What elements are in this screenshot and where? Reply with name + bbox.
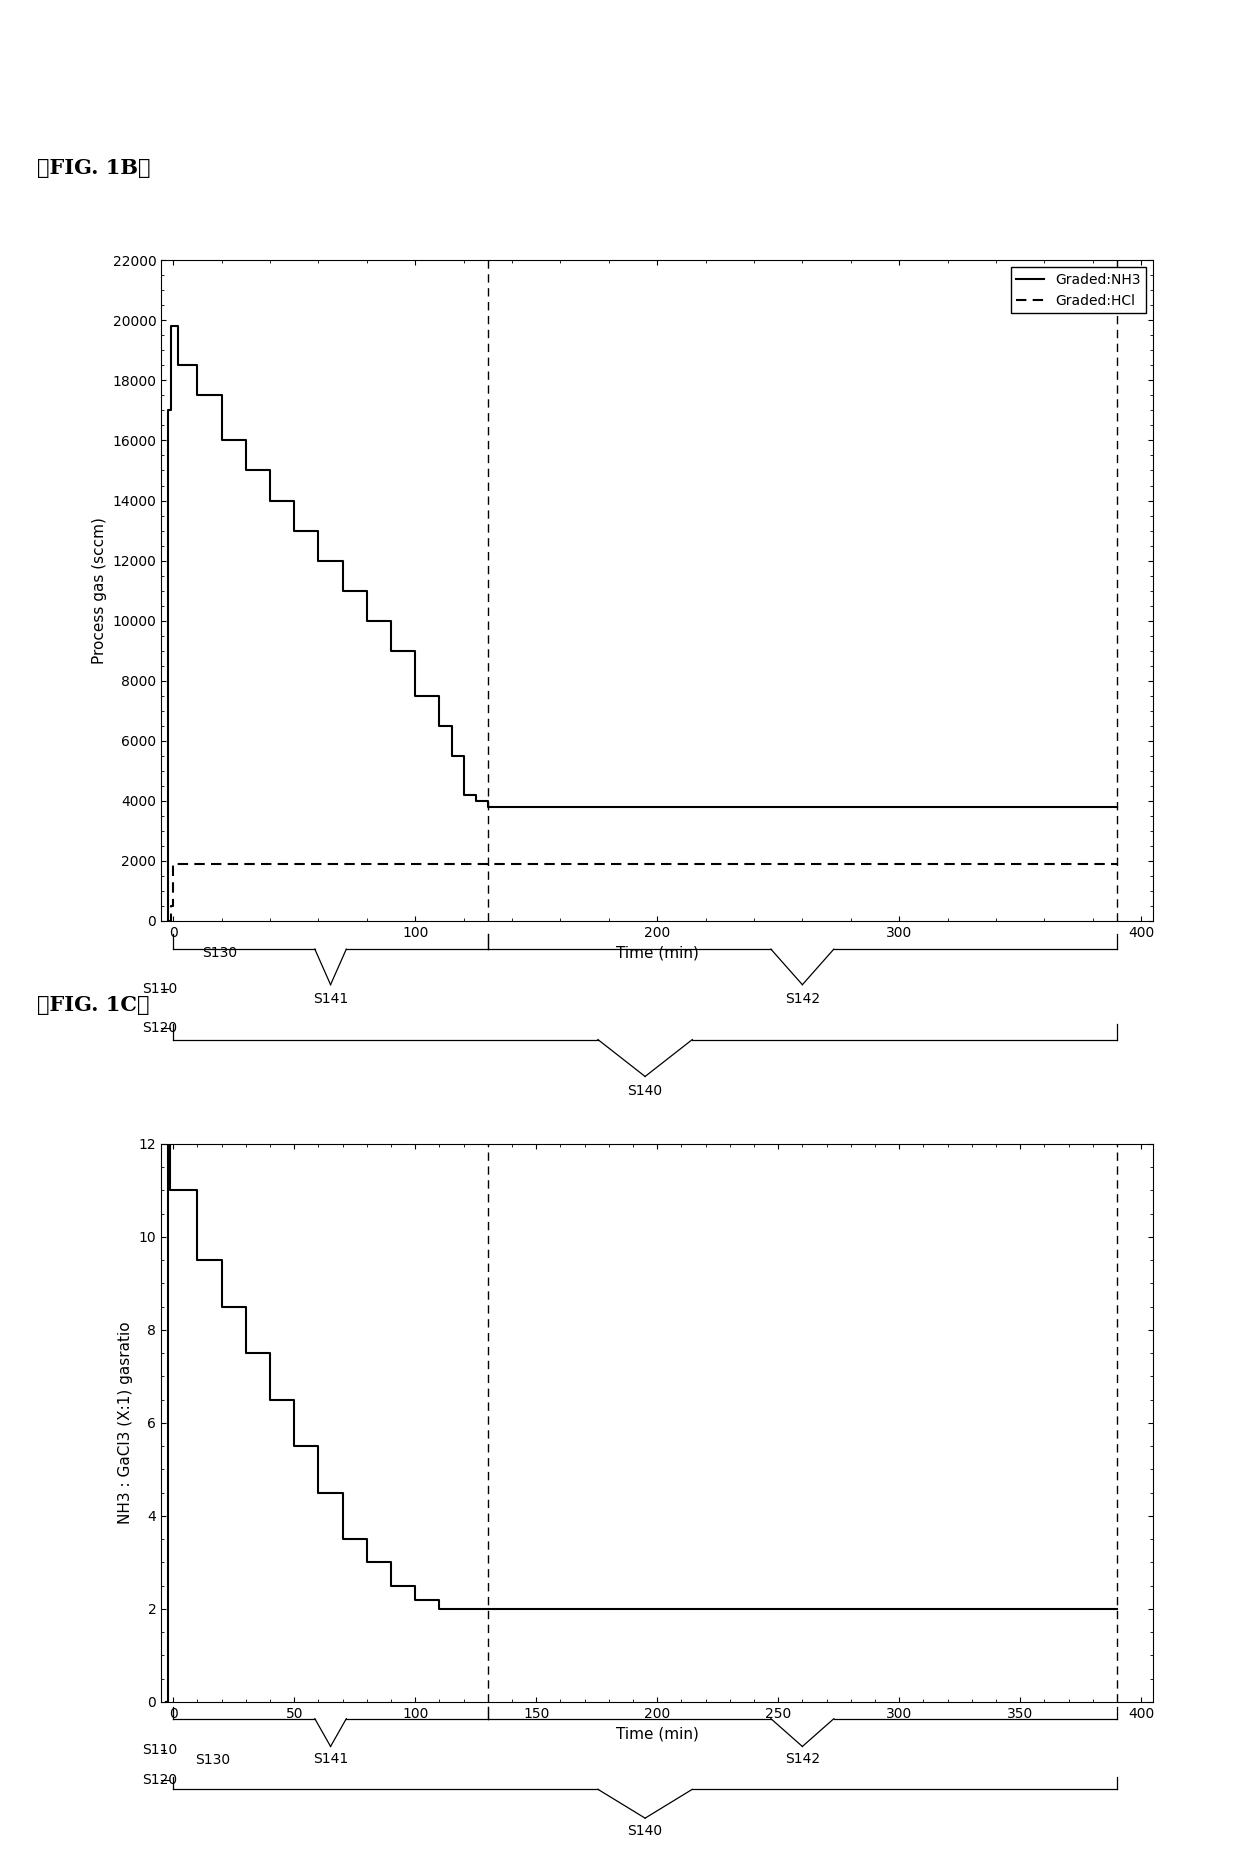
- Text: S142: S142: [785, 1752, 820, 1767]
- Y-axis label: NH3 : GaCl3 (X:1) gasratio: NH3 : GaCl3 (X:1) gasratio: [118, 1322, 133, 1523]
- Text: S120: S120: [141, 1021, 177, 1034]
- Legend: Graded:NH3, Graded:HCl: Graded:NH3, Graded:HCl: [1011, 268, 1146, 312]
- Text: S120: S120: [141, 1773, 177, 1787]
- Text: S110: S110: [141, 1743, 177, 1756]
- Text: S142: S142: [785, 991, 820, 1006]
- Text: S141: S141: [312, 1752, 348, 1767]
- Text: S141: S141: [312, 991, 348, 1006]
- Text: S140: S140: [627, 1084, 662, 1099]
- Text: 《FIG. 1C》: 《FIG. 1C》: [37, 995, 150, 1016]
- Text: S130: S130: [202, 947, 237, 960]
- Text: 《FIG. 1B》: 《FIG. 1B》: [37, 158, 151, 179]
- X-axis label: Time (min): Time (min): [616, 945, 698, 960]
- Text: S140: S140: [627, 1825, 662, 1838]
- Text: S130: S130: [195, 1752, 231, 1767]
- Y-axis label: Process gas (sccm): Process gas (sccm): [92, 517, 107, 664]
- Text: S110: S110: [141, 982, 177, 995]
- X-axis label: Time (min): Time (min): [616, 1726, 698, 1741]
